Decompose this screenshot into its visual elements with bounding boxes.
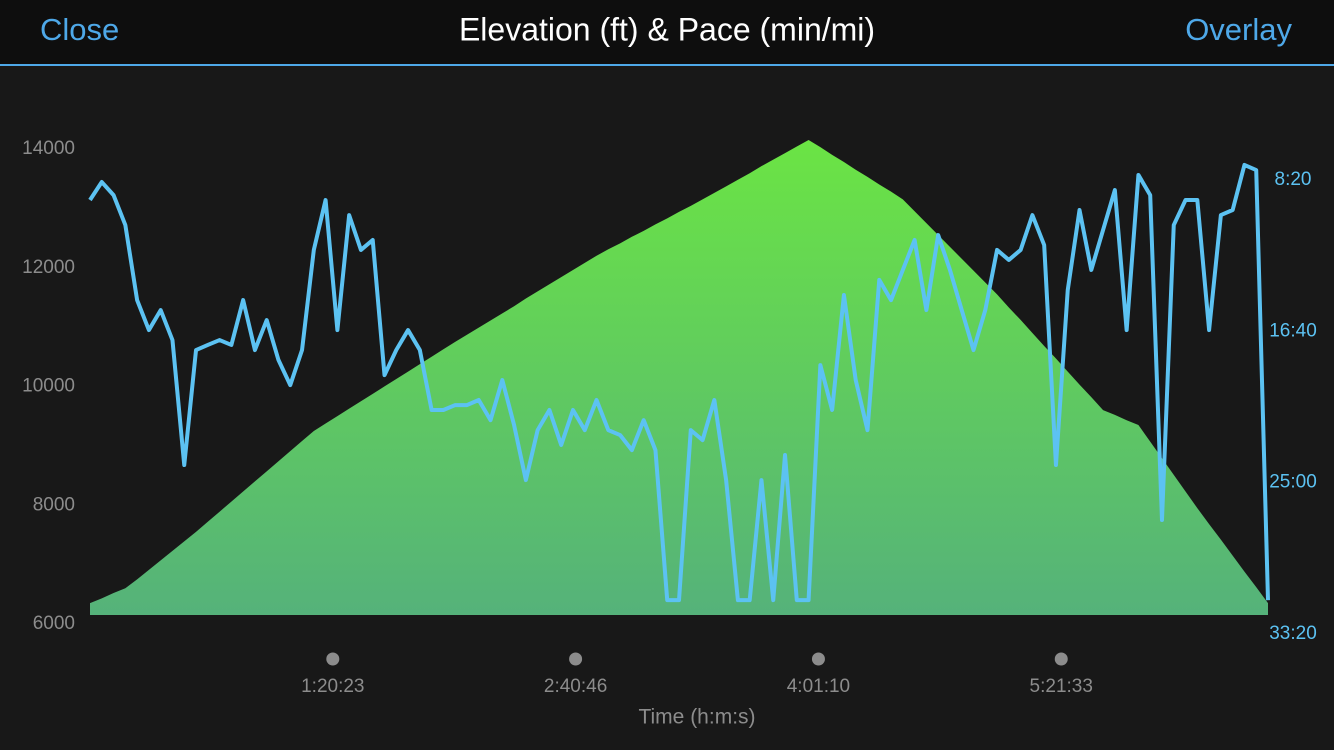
y-tick-label: 6000 bbox=[33, 613, 75, 634]
y-tick-label: 10000 bbox=[22, 376, 75, 397]
x-tick-label: 1:20:23 bbox=[301, 676, 364, 697]
y2-tick-label: 16:40 bbox=[1269, 320, 1317, 341]
y2-tick-label: 33:20 bbox=[1269, 623, 1317, 644]
y-tick-label: 14000 bbox=[22, 138, 75, 159]
x-tick-label: 5:21:33 bbox=[1030, 676, 1093, 697]
x-tick-dot bbox=[326, 652, 340, 666]
close-button[interactable]: Close bbox=[40, 12, 119, 47]
x-tick-dot bbox=[569, 652, 583, 666]
x-tick-label: 2:40:46 bbox=[544, 676, 607, 697]
y2-tick-label: 25:00 bbox=[1269, 472, 1317, 493]
x-tick-dot bbox=[811, 652, 825, 666]
pace-line bbox=[88, 162, 1270, 603]
y-tick-label: 8000 bbox=[33, 494, 75, 515]
y2-tick-label: 8:20 bbox=[1275, 169, 1312, 190]
x-tick-label: 4:01:10 bbox=[787, 676, 850, 697]
elevation-area bbox=[90, 140, 1268, 615]
chart-title: Elevation (ft) & Pace (min/mi) bbox=[459, 11, 875, 47]
header-bar bbox=[0, 0, 1334, 65]
overlay-button[interactable]: Overlay bbox=[1185, 12, 1292, 47]
y-tick-label: 12000 bbox=[22, 257, 75, 278]
x-axis-label: Time (h:m:s) bbox=[638, 706, 755, 729]
x-tick-dot bbox=[1054, 652, 1068, 666]
